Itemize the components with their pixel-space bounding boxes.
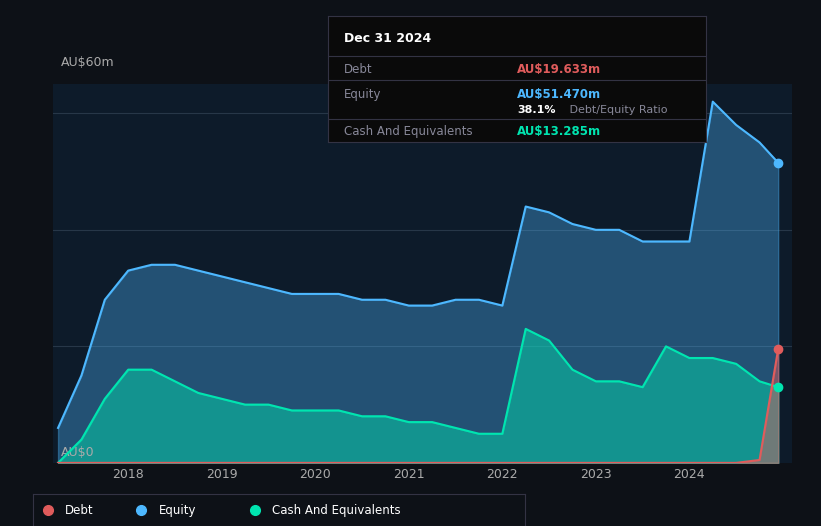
Text: Dec 31 2024: Dec 31 2024 [343,32,431,45]
Text: Debt/Equity Ratio: Debt/Equity Ratio [566,105,667,115]
Text: Equity: Equity [343,87,381,100]
Text: Equity: Equity [158,504,196,517]
Text: AU$60m: AU$60m [61,56,114,69]
Text: 38.1%: 38.1% [517,105,556,115]
Text: AU$0: AU$0 [61,446,94,459]
Text: AU$13.285m: AU$13.285m [517,125,601,138]
Text: Debt: Debt [343,63,372,76]
Text: Cash And Equivalents: Cash And Equivalents [343,125,472,138]
Text: AU$19.633m: AU$19.633m [517,63,601,76]
Text: AU$51.470m: AU$51.470m [517,87,601,100]
Text: Cash And Equivalents: Cash And Equivalents [272,504,401,517]
Text: Debt: Debt [65,504,94,517]
